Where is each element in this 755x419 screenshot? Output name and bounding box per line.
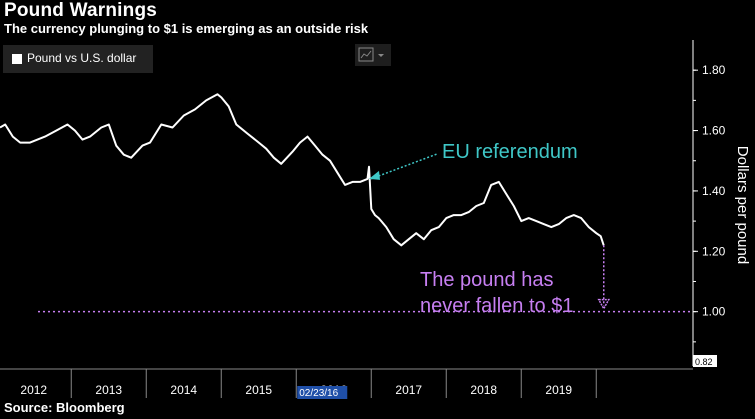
- legend[interactable]: Pound vs U.S. dollar: [3, 45, 153, 73]
- chart-subtitle: The currency plunging to $1 is emerging …: [4, 21, 369, 36]
- annotation-eu-referendum: EU referendum: [442, 141, 578, 163]
- x-tick-label: 2012: [20, 383, 47, 397]
- y-min-label-box: [693, 355, 717, 367]
- line-chart-icon: [358, 47, 384, 62]
- y-tick-label: 1.20: [702, 244, 726, 258]
- chart-title: Pound Warnings: [4, 0, 158, 21]
- x-tick-label: 2018: [470, 383, 497, 397]
- y-tick-label: 1.80: [702, 63, 726, 77]
- y-tick-label: 1.60: [702, 124, 726, 138]
- annotation-never-fallen-line: never fallen to $1: [420, 295, 573, 317]
- x-tick-label: 2013: [95, 383, 122, 397]
- x-tick-label: 2015: [245, 383, 272, 397]
- date-flag-box: [297, 386, 348, 399]
- annotation-never-fallen-line: The pound has: [420, 269, 553, 291]
- chart-type-button[interactable]: [355, 44, 391, 66]
- y-axis-title: Dollars per pound: [734, 146, 751, 264]
- x-tick-label: 2014: [170, 383, 197, 397]
- annotation-arrow-eu-referendum: [370, 153, 438, 180]
- arrowhead-icon: [369, 170, 380, 180]
- caret-down-icon: [378, 54, 384, 57]
- series-line-pound: [0, 93, 605, 247]
- y-min-label: 0.82: [695, 357, 713, 367]
- source-note: Source: Bloomberg: [4, 400, 125, 415]
- legend-swatch-icon: [12, 54, 22, 64]
- x-tick-label: 2019: [545, 383, 572, 397]
- legend-label: Pound vs U.S. dollar: [27, 51, 137, 65]
- y-tick-label: 1.00: [702, 305, 726, 319]
- date-flag-label: 02/23/16: [299, 388, 338, 399]
- y-tick-label: 1.40: [702, 184, 726, 198]
- x-tick-label: 2017: [395, 383, 422, 397]
- arrowhead-down-icon: [597, 298, 611, 311]
